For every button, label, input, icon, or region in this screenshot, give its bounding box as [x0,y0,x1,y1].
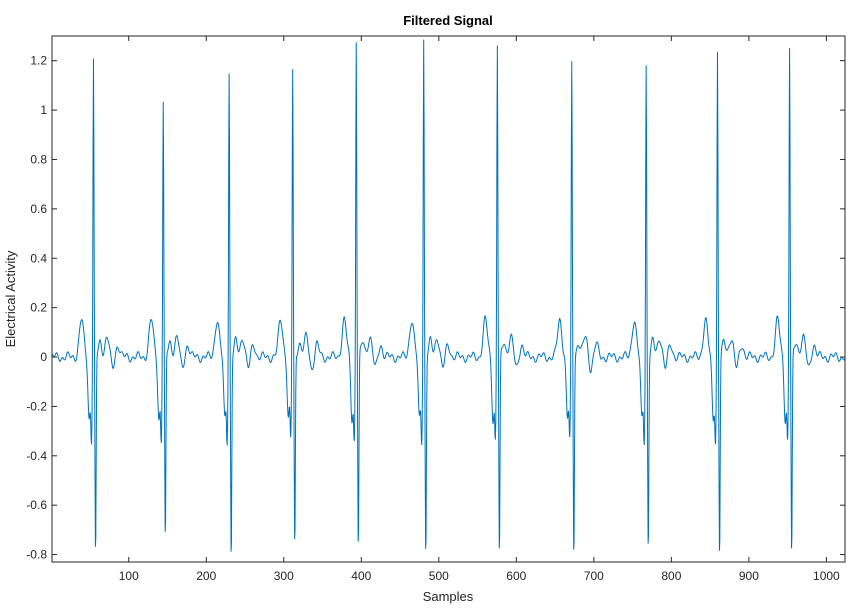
x-tick-label: 800 [661,569,681,583]
x-tick-label: 300 [274,569,294,583]
beat-trough-point [498,558,501,561]
beat-peak-point [496,42,499,45]
beat-trough-point [718,556,721,559]
beat-trough-point [164,543,167,546]
x-tick-label: 400 [351,569,371,583]
beat-peak-point [162,99,165,102]
y-tick-label: 0.2 [30,301,47,315]
y-tick-label: 0.8 [30,152,47,166]
axes-frame [51,35,846,563]
x-axis-label: Samples [423,589,474,604]
x-tick-label: 200 [196,569,216,583]
y-tick-label: -0.2 [26,399,47,413]
beat-trough-point [790,558,793,561]
beat-peak-point [788,44,791,47]
beat-peak-point [716,49,719,52]
y-tick-label: -0.4 [26,449,47,463]
y-axis-label: Electrical Activity [3,250,18,347]
x-tick-label: 600 [506,569,526,583]
beat-trough-point [94,558,97,561]
x-tick-label: 900 [739,569,759,583]
y-tick-label: 1 [40,103,47,117]
beat-trough-point [357,548,360,551]
y-tick-label: -0.6 [26,498,47,512]
y-tick-label: 0.4 [30,251,47,265]
x-tick-label: 100 [119,569,139,583]
beat-peak-point [228,69,231,72]
y-tick-label: 0.6 [30,202,47,216]
x-tick-label: 1000 [813,569,840,583]
beat-trough-point [293,548,296,551]
beat-trough-point [647,548,650,551]
beat-trough-point [424,556,427,559]
series-line-filtered-signal [51,39,846,552]
beat-peak-point [645,62,648,65]
y-tick-label: 1.2 [30,54,47,68]
beat-peak-point [355,37,358,40]
y-tick-label: -0.8 [26,548,47,562]
y-tick-label: 0 [40,350,47,364]
beat-trough-point [230,558,233,561]
x-tick-label: 700 [584,569,604,583]
beat-trough-point [572,553,575,556]
x-tick-label: 500 [429,569,449,583]
chart-title: Filtered Signal [403,13,493,28]
